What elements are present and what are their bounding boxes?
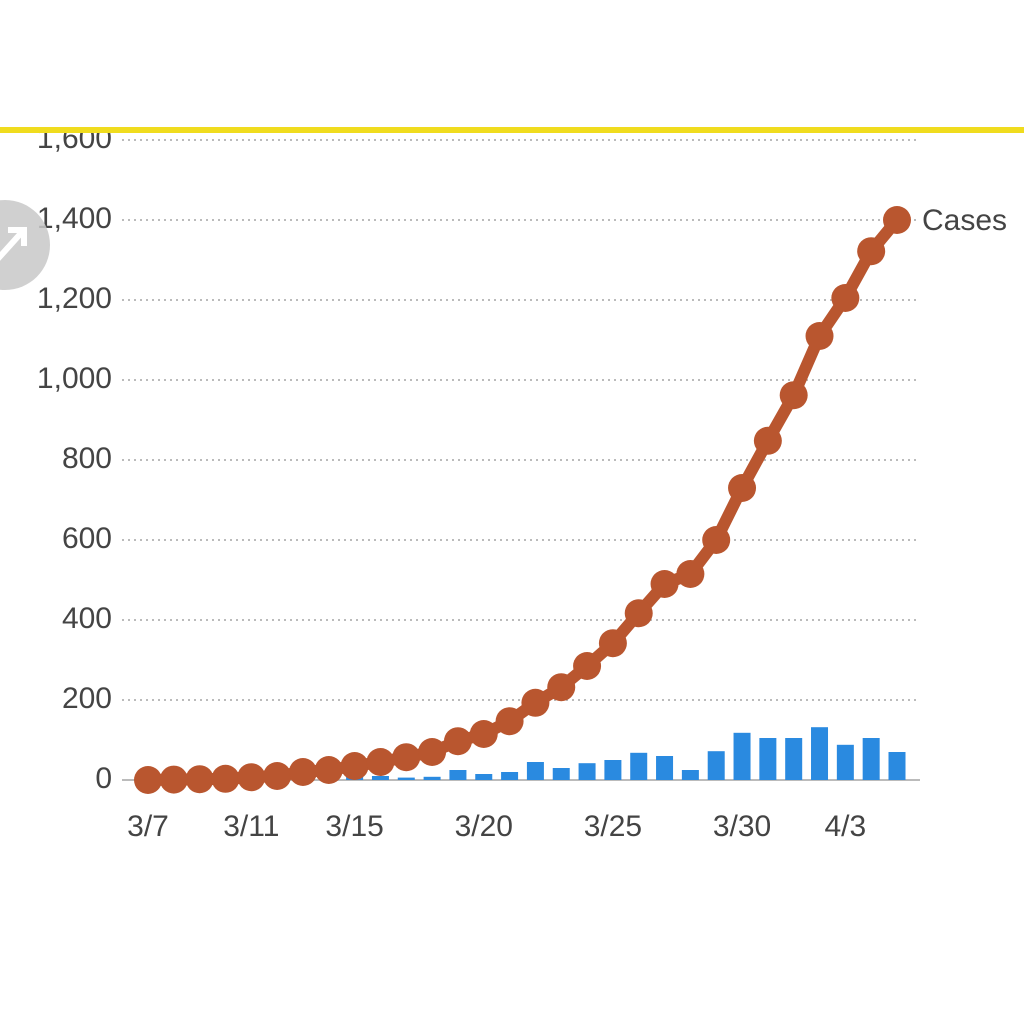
- point: [237, 763, 266, 792]
- y-tick-label: 800: [62, 442, 112, 475]
- x-tick-label: 3/30: [713, 810, 771, 843]
- bar: [759, 738, 777, 780]
- bar: [475, 774, 493, 780]
- point: [728, 474, 757, 502]
- y-tick-label: 1,200: [37, 282, 112, 315]
- point: [650, 570, 679, 598]
- point: [883, 206, 911, 234]
- point: [392, 743, 421, 772]
- x-tick-label: 3/15: [325, 810, 383, 843]
- point: [495, 707, 524, 736]
- header-rule: [0, 127, 1024, 133]
- point: [263, 762, 292, 790]
- y-tick-label: 1,000: [37, 362, 112, 395]
- header-mask: [0, 0, 1024, 129]
- x-tick-label: 3/25: [584, 810, 642, 843]
- point: [624, 599, 653, 628]
- point: [831, 284, 860, 312]
- bar: [423, 776, 441, 780]
- point: [857, 237, 886, 266]
- bar: [630, 752, 648, 780]
- point: [753, 426, 782, 455]
- point: [676, 560, 705, 588]
- bar: [656, 756, 674, 780]
- point: [159, 765, 188, 794]
- point: [805, 322, 834, 350]
- bar: [578, 763, 596, 780]
- bar: [552, 768, 570, 780]
- y-tick-label: 200: [62, 682, 112, 715]
- x-tick-label: 4/3: [824, 810, 866, 843]
- point: [185, 765, 214, 794]
- bar: [371, 776, 389, 780]
- point: [134, 766, 162, 794]
- y-tick-label: 0: [95, 762, 112, 795]
- point: [340, 752, 369, 780]
- bar: [785, 738, 803, 780]
- bar: [449, 770, 467, 780]
- point: [573, 652, 602, 680]
- series-label: Cases: [922, 204, 1007, 237]
- point: [702, 526, 731, 554]
- bar: [836, 744, 854, 780]
- point: [469, 720, 498, 748]
- point: [211, 764, 240, 793]
- bar: [681, 770, 699, 780]
- point: [598, 629, 627, 658]
- point: [443, 727, 472, 756]
- bar: [397, 777, 415, 780]
- bar: [811, 727, 829, 780]
- point: [779, 381, 808, 410]
- share-arrow: [0, 227, 27, 261]
- point: [366, 748, 395, 776]
- bar: [707, 751, 725, 780]
- bar: [526, 762, 544, 780]
- point: [521, 688, 550, 717]
- x-tick-label: 3/20: [455, 810, 513, 843]
- bar: [733, 732, 751, 780]
- point: [418, 738, 447, 766]
- point: [314, 756, 343, 784]
- y-tick-label: 400: [62, 602, 112, 635]
- y-tick-label: 600: [62, 522, 112, 555]
- bar: [604, 760, 622, 780]
- x-tick-label: 3/7: [127, 810, 169, 843]
- line: [147, 216, 902, 786]
- point: [288, 758, 317, 786]
- x-tick-label: 3/11: [223, 810, 279, 843]
- bar: [888, 752, 906, 780]
- bar: [862, 738, 880, 780]
- bar: [501, 772, 519, 780]
- point: [547, 673, 576, 702]
- y-tick-label: 1,400: [37, 202, 112, 235]
